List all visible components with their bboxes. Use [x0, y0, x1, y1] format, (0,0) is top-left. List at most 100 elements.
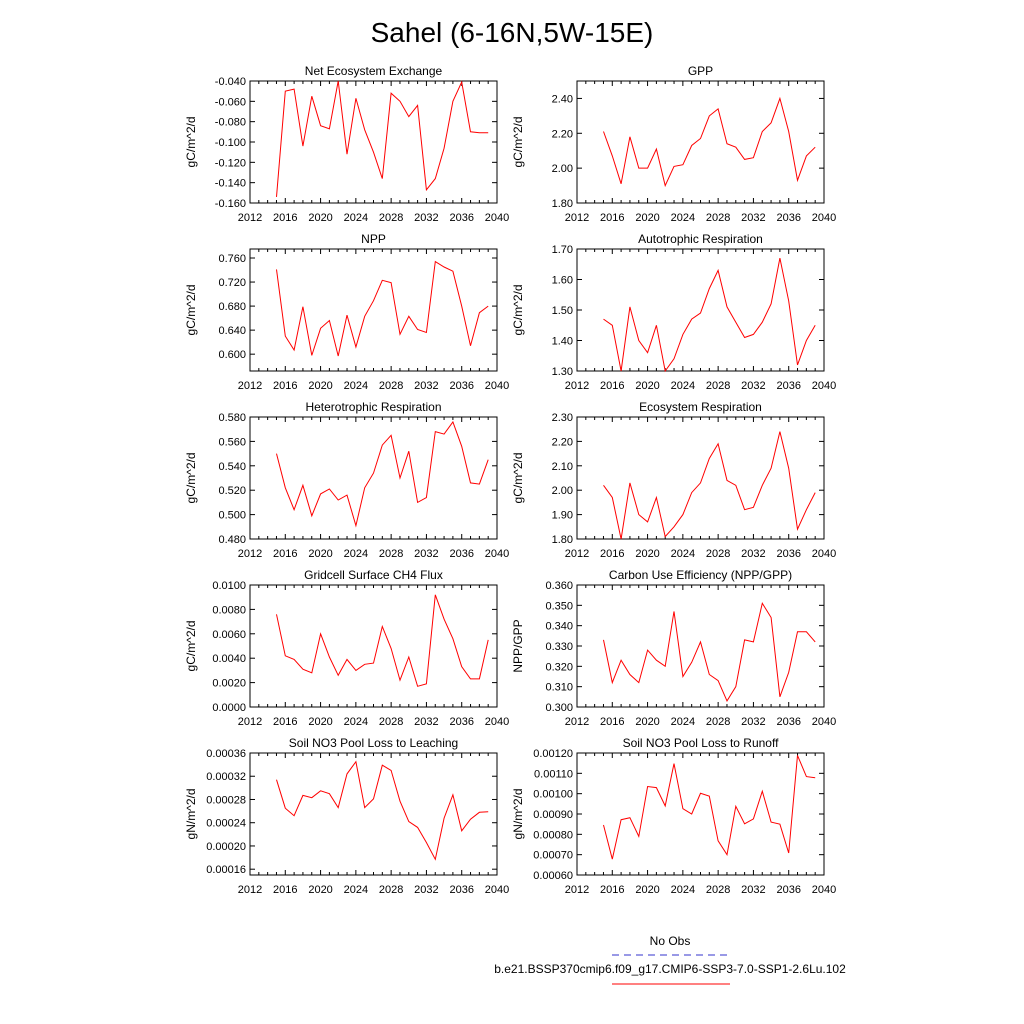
y-tick-label: -0.120 — [215, 157, 246, 169]
panel-title: Soil NO3 Pool Loss to Leaching — [289, 736, 458, 750]
panel-title: Autotrophic Respiration — [638, 232, 763, 246]
x-tick-label: 2032 — [414, 212, 438, 224]
panel-title: Heterotrophic Respiration — [305, 400, 441, 414]
y-tick-label: 0.760 — [218, 253, 246, 265]
chart-panel: NPP gC/m^2/d 0.600 0.640 0.680 0.720 0.760 2012… — [184, 232, 509, 392]
x-tick-label: 2040 — [812, 212, 836, 224]
y-axis-label: gC/m^2/d — [511, 453, 525, 504]
panel-grid: Net Ecosystem Exchange gC/m^2/d -0.160 -0.1… — [184, 64, 836, 896]
x-tick-label: 2028 — [379, 212, 403, 224]
x-tick-label: 2040 — [485, 716, 509, 728]
y-tick-label: 0.360 — [545, 580, 573, 592]
x-tick-label: 2028 — [379, 884, 403, 896]
y-tick-label: -0.080 — [215, 117, 246, 129]
y-tick-label: 0.00060 — [533, 870, 573, 882]
x-tick-label: 2040 — [485, 212, 509, 224]
y-tick-label: 0.330 — [545, 641, 573, 653]
x-tick-label: 2016 — [600, 716, 624, 728]
y-tick-label: -0.060 — [215, 96, 246, 108]
y-tick-label: 0.720 — [218, 277, 246, 289]
x-tick-label: 2016 — [273, 380, 297, 392]
y-tick-label: 1.40 — [552, 336, 573, 348]
x-tick-label: 2016 — [273, 884, 297, 896]
y-tick-label: 0.320 — [545, 661, 573, 673]
x-tick-label: 2032 — [741, 716, 765, 728]
x-tick-label: 2032 — [414, 716, 438, 728]
chart-panel: GPP gC/m^2/d 1.80 2.00 2.20 2.40 2012 2016 2020 2… — [511, 64, 836, 224]
x-tick-label: 2012 — [565, 548, 589, 560]
y-tick-label: 1.80 — [552, 198, 573, 210]
x-tick-label: 2028 — [379, 380, 403, 392]
x-tick-label: 2028 — [379, 548, 403, 560]
x-tick-label: 2024 — [344, 548, 368, 560]
x-tick-label: 2040 — [812, 380, 836, 392]
chart-panel: Ecosystem Respiration gC/m^2/d 1.80 1.90 2.0… — [511, 400, 836, 560]
plot-frame — [576, 80, 825, 204]
x-tick-label: 2040 — [485, 884, 509, 896]
panel-title: Ecosystem Respiration — [639, 400, 762, 414]
y-axis-label: gC/m^2/d — [184, 453, 198, 504]
y-tick-label: 0.00036 — [206, 748, 246, 760]
y-tick-label: 1.60 — [552, 275, 573, 287]
x-tick-label: 2036 — [776, 548, 800, 560]
y-tick-label: 0.0100 — [212, 580, 246, 592]
x-tick-label: 2016 — [600, 380, 624, 392]
y-tick-label: 0.00032 — [206, 771, 246, 783]
y-tick-label: 0.0020 — [212, 678, 246, 690]
x-tick-label: 2028 — [706, 548, 730, 560]
y-tick-label: 0.600 — [218, 349, 246, 361]
x-tick-label: 2024 — [671, 716, 695, 728]
y-axis-label: gC/m^2/d — [184, 621, 198, 672]
x-tick-label: 2020 — [635, 884, 659, 896]
x-tick-label: 2036 — [776, 884, 800, 896]
series-line — [276, 594, 489, 687]
x-tick-label: 2012 — [565, 884, 589, 896]
y-tick-label: 1.50 — [552, 305, 573, 317]
y-tick-label: 0.00070 — [533, 850, 573, 862]
y-axis-label: gN/m^2/d — [511, 789, 525, 840]
y-tick-label: 2.20 — [552, 436, 573, 448]
x-tick-label: 2012 — [238, 716, 262, 728]
panel-title: Net Ecosystem Exchange — [305, 64, 443, 78]
x-tick-label: 2032 — [414, 884, 438, 896]
chart-panel: Autotrophic Respiration gC/m^2/d 1.30 1.40 1… — [511, 232, 836, 392]
x-tick-label: 2020 — [635, 548, 659, 560]
x-tick-label: 2016 — [600, 212, 624, 224]
y-tick-label: -0.100 — [215, 137, 246, 149]
x-tick-label: 2028 — [706, 212, 730, 224]
x-tick-label: 2020 — [308, 884, 332, 896]
chart-panel: Carbon Use Efficiency (NPP/GPP) NPP/GPP 0.… — [511, 568, 836, 728]
y-axis-label: gC/m^2/d — [511, 117, 525, 168]
y-tick-label: 0.680 — [218, 301, 246, 313]
x-tick-label: 2028 — [706, 884, 730, 896]
x-tick-label: 2024 — [671, 380, 695, 392]
y-tick-label: 1.90 — [552, 510, 573, 522]
panel-title: Gridcell Surface CH4 Flux — [304, 568, 443, 582]
x-tick-label: 2012 — [565, 212, 589, 224]
plot-frame — [249, 416, 498, 540]
y-tick-label: 0.0040 — [212, 653, 246, 665]
x-tick-label: 2036 — [449, 212, 473, 224]
x-tick-label: 2036 — [449, 884, 473, 896]
x-tick-label: 2024 — [344, 380, 368, 392]
series-line — [603, 755, 816, 860]
y-tick-label: 0.00020 — [206, 841, 246, 853]
x-tick-label: 2036 — [449, 380, 473, 392]
x-tick-label: 2016 — [600, 884, 624, 896]
y-tick-label: 0.480 — [218, 534, 246, 546]
y-tick-label: 0.00110 — [534, 768, 573, 780]
y-tick-label: 0.0080 — [212, 604, 246, 616]
plot-frame — [576, 752, 825, 876]
panel-title: GPP — [688, 64, 713, 78]
x-tick-label: 2020 — [308, 548, 332, 560]
y-tick-label: -0.160 — [215, 198, 246, 210]
y-tick-label: 0.00016 — [206, 864, 246, 876]
x-tick-label: 2028 — [706, 716, 730, 728]
y-axis-label: gC/m^2/d — [184, 117, 198, 168]
chart-panel: Soil NO3 Pool Loss to Runoff gN/m^2/d 0.00… — [511, 736, 836, 896]
series-line — [603, 96, 816, 188]
x-tick-label: 2012 — [238, 212, 262, 224]
y-tick-label: 0.350 — [545, 600, 573, 612]
x-tick-label: 2020 — [635, 212, 659, 224]
